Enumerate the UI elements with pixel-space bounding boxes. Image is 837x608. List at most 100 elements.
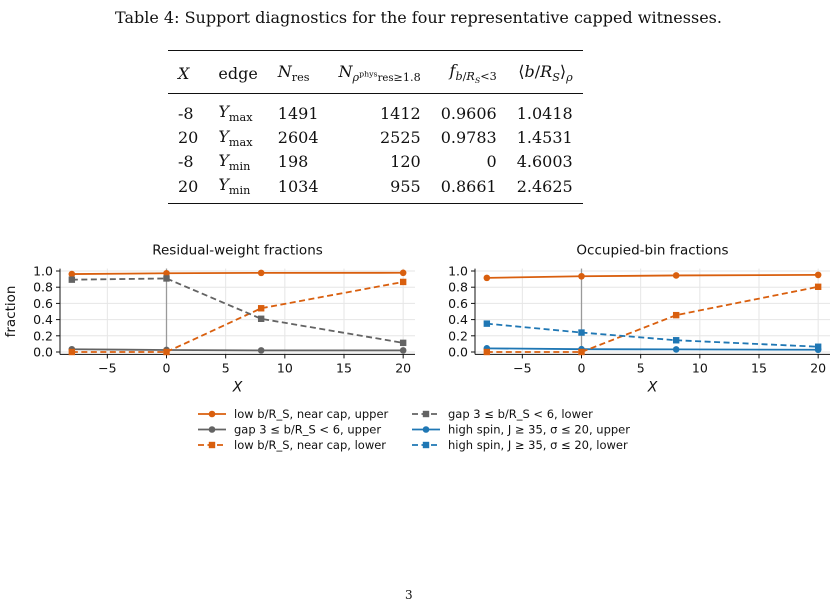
y-tick-label: 0.0: [448, 345, 468, 360]
x-tick-label: 5: [222, 360, 230, 375]
data-point: [483, 320, 491, 327]
header-fraction: fb/RS<3: [449, 61, 497, 86]
data-point: [163, 348, 170, 356]
data-point: [814, 343, 822, 350]
x-tick-label: 15: [751, 360, 767, 375]
cell-edge: Ymin: [218, 150, 251, 173]
data-point: [483, 348, 491, 356]
y-tick-label: 0.8: [33, 280, 53, 295]
cell-n-res: 198: [277, 152, 309, 172]
cell-n-phys: 2525: [380, 128, 421, 148]
cell-n-phys: 1412: [380, 104, 421, 124]
chart-title: Occupied-bin fractions: [576, 243, 728, 259]
series-line: [486, 347, 819, 351]
x-tick-label: 0: [163, 360, 171, 375]
y-tick-label: 0.0: [33, 345, 53, 360]
y-tick-label: 0.2: [33, 328, 53, 343]
legend-label: gap 3 ≤ b/R_S < 6, upper: [234, 423, 381, 437]
legend-label: gap 3 ≤ b/R_S < 6, lower: [448, 407, 593, 421]
y-tick-label: 0.6: [33, 296, 53, 311]
legend-marker: [208, 441, 216, 449]
data-point: [814, 271, 822, 279]
x-tick-label: −5: [513, 360, 531, 375]
data-point: [257, 269, 265, 277]
cell-x: 20: [178, 128, 199, 148]
legend-label: high spin, J ≥ 35, σ ≤ 20, upper: [448, 423, 630, 437]
data-point: [578, 272, 585, 280]
cell-edge: Ymax: [218, 102, 253, 125]
cell-edge: Ymin: [218, 174, 251, 198]
x-tick-label: 20: [810, 360, 826, 375]
cell-n-res: 1491: [277, 104, 319, 124]
y-tick-label: 0.2: [448, 328, 468, 343]
data-point: [399, 339, 407, 347]
series-line: [486, 322, 819, 348]
cell-x: -8: [178, 152, 194, 172]
x-tick-label: −5: [98, 360, 116, 375]
data-point: [578, 348, 585, 356]
series-line: [486, 273, 819, 279]
cell-fraction: 0.9783: [440, 128, 497, 148]
legend-marker: [208, 410, 216, 418]
header-edge: edge: [218, 63, 258, 83]
y-tick-label: 0.4: [33, 312, 53, 327]
table-header-row: X edge Nres Nρphysres≥1.8 fb/RS<3 ⟨b/RS⟩…: [168, 50, 583, 94]
cell-x: 20: [178, 176, 199, 196]
legend-marker: [208, 426, 216, 433]
legend-label: high spin, J ≥ 35, σ ≤ 20, lower: [448, 438, 628, 452]
legend-label: low b/R_S, near cap, lower: [234, 438, 386, 452]
y-tick-label: 0.4: [448, 312, 468, 327]
x-tick-label: 5: [637, 360, 645, 375]
table-row: 20 Ymin 1034 955 0.8661 2.4625: [168, 174, 583, 204]
page-number: 3: [405, 588, 413, 602]
data-point: [399, 278, 407, 286]
header-x: X: [178, 63, 190, 83]
series-line: [71, 271, 404, 275]
cell-n-res: 1034: [277, 176, 319, 196]
table-row: -8 Ymin 198 120 0 4.6003: [168, 150, 583, 174]
cell-x: -8: [178, 104, 194, 124]
figure-charts: 0.00.20.40.60.81.0−5 0 5 10 15 20Residual-wei…: [3, 243, 830, 452]
x-tick-label: 0: [578, 360, 586, 375]
y-axis-label: fraction: [3, 286, 19, 338]
legend-label: low b/R_S, near cap, upper: [234, 407, 389, 421]
cell-fraction: 0.9606: [440, 104, 497, 124]
data-point: [68, 348, 76, 356]
data-point: [163, 269, 170, 277]
x-tick-label: 20: [395, 360, 411, 375]
cell-mean-b: 1.4531: [516, 128, 573, 148]
cell-mean-b: 2.4625: [516, 176, 573, 196]
cell-mean-b: 1.0418: [516, 104, 573, 124]
series-line: [71, 348, 404, 352]
chart-title: Residual-weight fractions: [152, 243, 323, 259]
cell-n-phys: 955: [390, 176, 421, 196]
header-n-phys: Nρphysres≥1.8: [338, 62, 421, 85]
data-point: [672, 311, 680, 319]
data-point: [68, 276, 76, 283]
cell-edge: Ymax: [218, 126, 253, 149]
cell-mean-b: 4.6003: [516, 152, 573, 172]
data-point: [578, 329, 585, 336]
data-point: [399, 269, 407, 277]
cell-fraction: 0: [486, 152, 497, 172]
x-axis-label: X: [232, 379, 243, 395]
series-line: [71, 281, 404, 353]
data-point: [814, 283, 822, 290]
table-row: 20 Ymax 2604 2525 0.9783 1.4531: [168, 126, 583, 150]
data-point: [68, 270, 76, 278]
x-tick-label: 15: [336, 360, 352, 375]
y-tick-label: 1.0: [33, 264, 53, 279]
cell-fraction: 0.8661: [440, 176, 497, 196]
y-tick-label: 0.6: [448, 296, 468, 311]
cell-n-res: 2604: [277, 128, 319, 148]
y-tick-label: 0.8: [448, 280, 468, 295]
data-point: [483, 274, 491, 282]
table-row: -8 Ymax 1491 1412 0.9606 1.0418: [168, 94, 583, 126]
data-point: [672, 337, 680, 344]
legend-marker: [422, 426, 430, 433]
series-line: [486, 285, 819, 353]
x-axis-label: X: [647, 379, 658, 395]
data-point: [163, 275, 170, 282]
header-mean-b: ⟨b/RS⟩ρ: [518, 62, 573, 85]
legend-marker: [422, 410, 430, 418]
